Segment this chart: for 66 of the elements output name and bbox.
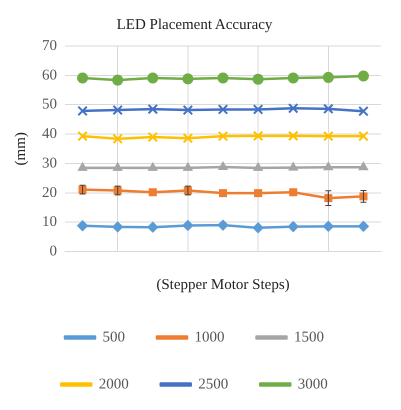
point xyxy=(252,130,264,142)
point xyxy=(322,72,334,83)
y-tick-label: 70 xyxy=(42,38,57,54)
point xyxy=(254,189,262,198)
point xyxy=(322,220,334,232)
point xyxy=(358,70,369,82)
y-tick-label: 40 xyxy=(42,126,57,142)
chart-title: LED Placement Accuracy xyxy=(116,16,273,33)
point xyxy=(218,104,228,115)
legend-label: 2000 xyxy=(98,376,129,392)
point xyxy=(112,104,123,116)
legend-label: 3000 xyxy=(298,376,328,392)
y-tick-label: 50 xyxy=(42,96,57,113)
point xyxy=(182,220,194,231)
y-tick-label: 20 xyxy=(42,184,57,201)
point xyxy=(288,221,299,232)
point xyxy=(218,130,228,142)
point xyxy=(182,73,194,84)
point xyxy=(148,132,158,142)
point xyxy=(147,222,158,233)
point xyxy=(112,134,123,144)
point xyxy=(183,162,193,171)
point xyxy=(112,221,124,232)
point xyxy=(288,130,298,142)
point xyxy=(288,72,299,84)
y-tick-label: 60 xyxy=(42,67,57,84)
y-axis-title: (mm) xyxy=(12,132,29,166)
point xyxy=(358,106,369,116)
point xyxy=(218,72,228,84)
point xyxy=(148,162,158,171)
point xyxy=(253,162,263,171)
point xyxy=(112,162,122,171)
legend-label: 2500 xyxy=(198,376,228,392)
point xyxy=(289,188,298,196)
point xyxy=(323,130,334,142)
point xyxy=(148,188,157,196)
point xyxy=(77,106,88,116)
point xyxy=(78,162,88,171)
point xyxy=(77,130,88,142)
point xyxy=(358,130,369,142)
point xyxy=(77,72,88,84)
point xyxy=(112,74,124,86)
point xyxy=(218,189,228,198)
point xyxy=(147,72,158,84)
point xyxy=(358,220,369,232)
point xyxy=(288,103,298,114)
legend-label: 1500 xyxy=(294,329,324,346)
point xyxy=(182,104,194,116)
point xyxy=(358,162,368,170)
point xyxy=(77,220,88,232)
point xyxy=(252,104,264,115)
point xyxy=(252,222,264,234)
point xyxy=(323,104,334,114)
x-axis-title: (Stepper Motor Steps) xyxy=(156,276,290,293)
point xyxy=(218,162,228,170)
legend-label: 500 xyxy=(102,329,125,346)
y-tick-label: 30 xyxy=(42,155,57,172)
y-tick-label: 10 xyxy=(42,214,57,230)
point xyxy=(252,74,264,85)
legend-label: 1000 xyxy=(194,329,224,346)
point xyxy=(288,162,298,171)
point xyxy=(182,132,194,144)
y-tick-label: 0 xyxy=(50,244,57,260)
point xyxy=(148,104,158,114)
point xyxy=(324,162,334,170)
point xyxy=(218,220,228,231)
